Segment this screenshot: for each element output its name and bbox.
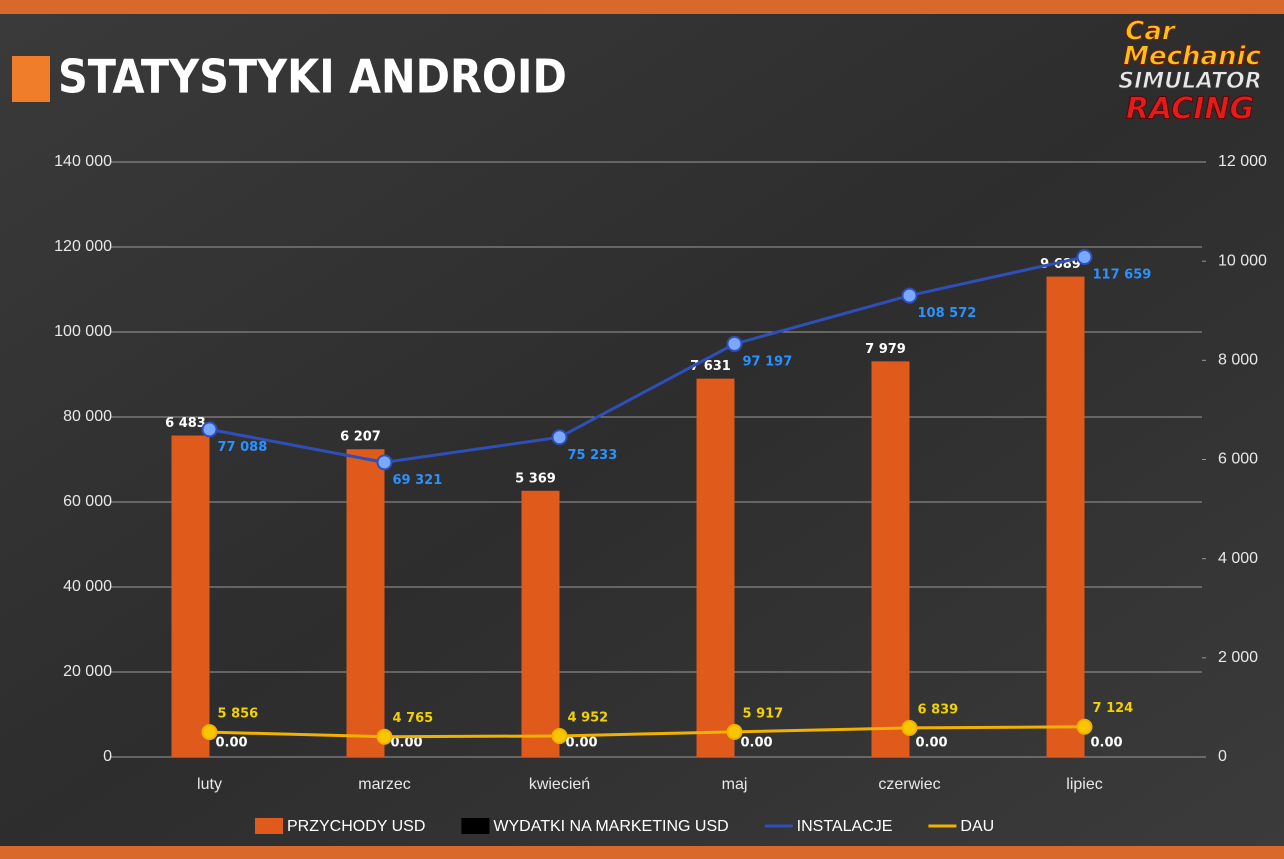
marker <box>553 430 567 444</box>
y-tick-label: 20 000 <box>63 663 112 680</box>
line-value-label: 6 839 <box>918 702 959 717</box>
x-tick-label: maj <box>722 776 748 793</box>
y-tick-label: 100 000 <box>54 323 112 340</box>
y-tick-label: 140 000 <box>54 153 112 170</box>
marker <box>378 730 392 744</box>
marker <box>553 729 567 743</box>
x-tick-label: kwiecień <box>529 776 590 793</box>
y-tick-label: 120 000 <box>54 238 112 255</box>
line-value-label: 117 659 <box>1093 267 1152 282</box>
y-tick-label: 60 000 <box>63 493 112 510</box>
bar-value-label: 7 979 <box>865 342 906 357</box>
chart-title: STATYSTYKI ANDROID <box>58 50 567 104</box>
bar-value-label: 0.00 <box>1091 736 1123 751</box>
marker <box>1078 720 1092 734</box>
y-tick-label: 40 000 <box>63 578 112 595</box>
bar <box>872 361 910 757</box>
line-value-label: 7 124 <box>1093 701 1134 716</box>
y-tick-label: 80 000 <box>63 408 112 425</box>
marker <box>728 725 742 739</box>
y2-tick-label: 4 000 <box>1218 550 1258 567</box>
legend-label: DAU <box>960 818 994 835</box>
x-tick-label: marzec <box>358 776 410 793</box>
y2-tick-label: 10 000 <box>1218 252 1267 269</box>
chart: STATYSTYKI ANDROID Car Mechanic SIMULATO… <box>0 0 1284 859</box>
marker <box>378 455 392 469</box>
x-tick-label: lipiec <box>1066 776 1102 793</box>
logo-text: Mechanic <box>1123 42 1261 72</box>
marker <box>203 725 217 739</box>
line-value-label: 4 765 <box>393 711 434 726</box>
marker <box>203 422 217 436</box>
legend-label: PRZYCHODY USD <box>287 818 425 835</box>
y2-tick-label: 12 000 <box>1218 153 1267 170</box>
legend-label: WYDATKI NA MARKETING USD <box>493 818 728 835</box>
y2-tick-label: 6 000 <box>1218 451 1258 468</box>
bar-value-label: 0.00 <box>566 736 598 751</box>
logo-text: SIMULATOR <box>1118 69 1261 94</box>
marker <box>903 721 917 735</box>
line-value-label: 75 233 <box>568 448 618 463</box>
bar <box>347 449 385 757</box>
bar-value-label: 0.00 <box>916 736 948 751</box>
bar <box>522 491 560 757</box>
bar <box>172 436 210 757</box>
bar-value-label: 0.00 <box>741 736 773 751</box>
title-marker <box>12 56 50 102</box>
legend-swatch <box>255 818 283 834</box>
line-value-label: 69 321 <box>393 473 443 488</box>
legend-label: INSTALACJE <box>797 818 893 835</box>
marker <box>1078 250 1092 264</box>
line-value-label: 5 917 <box>743 706 784 721</box>
logo-text: RACING <box>1126 92 1254 127</box>
y2-tick-label: 8 000 <box>1218 352 1258 369</box>
legend-swatch <box>461 818 489 834</box>
bar-value-label: 0.00 <box>216 736 248 751</box>
y2-tick-label: 2 000 <box>1218 649 1258 666</box>
line-value-label: 97 197 <box>743 354 793 369</box>
bar <box>697 379 735 757</box>
x-tick-label: luty <box>197 776 222 793</box>
y-tick-label: 0 <box>103 748 112 765</box>
bar-value-label: 6 483 <box>165 416 206 431</box>
bar-value-label: 5 369 <box>515 471 556 486</box>
bar-value-label: 6 207 <box>340 430 381 445</box>
x-tick-label: czerwiec <box>878 776 940 793</box>
bar <box>1047 277 1085 757</box>
marker <box>903 289 917 303</box>
line-value-label: 4 952 <box>568 710 609 725</box>
marker <box>728 337 742 351</box>
line-value-label: 108 572 <box>918 306 977 321</box>
y2-tick-label: 0 <box>1218 748 1227 765</box>
line-value-label: 5 856 <box>218 707 259 722</box>
bar-value-label: 7 631 <box>690 359 731 374</box>
line-value-label: 77 088 <box>218 440 268 455</box>
